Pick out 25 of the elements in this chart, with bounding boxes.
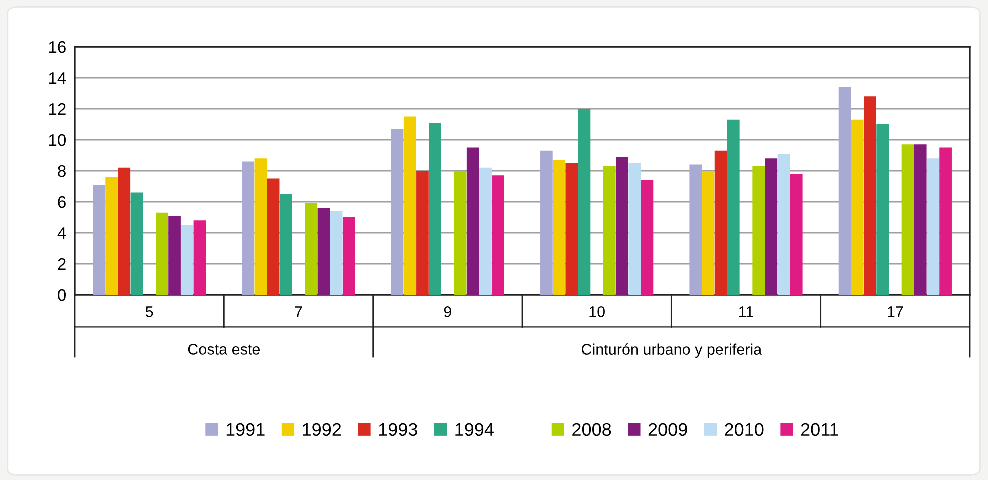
x-tick-label: 11 [739, 306, 754, 318]
legend-label: 1993 [379, 423, 418, 436]
legend-label: 2011 [801, 423, 838, 436]
legend-label: 2010 [725, 423, 764, 436]
y-tick-label: 14 [49, 72, 66, 84]
y-tick-label: 0 [58, 289, 66, 302]
y-tick-label: 8 [58, 165, 66, 178]
legend-label: 1992 [303, 423, 342, 436]
text: Cinturón urbano y periferia [582, 344, 762, 358]
y-tick-label: 6 [58, 196, 66, 208]
x-tick-label: 10 [590, 306, 605, 318]
x-tick-label: 17 [888, 306, 904, 318]
y-tick-label: 12 [49, 103, 66, 116]
text: Costa este [188, 344, 260, 355]
y-tick-label: 16 [49, 41, 66, 54]
x-tick-label: 9 [444, 306, 452, 318]
x-tick-label: 7 [295, 306, 302, 318]
legend-label: 1991 [226, 423, 265, 436]
y-tick-label: 4 [58, 228, 66, 240]
legend-label: 2008 [572, 423, 612, 436]
y-tick-label: 2 [58, 258, 66, 270]
legend-label: 2009 [648, 423, 688, 436]
y-tick-label: 10 [49, 134, 66, 146]
legend-label: 1994 [456, 423, 494, 436]
x-tick-label: 5 [146, 306, 154, 318]
